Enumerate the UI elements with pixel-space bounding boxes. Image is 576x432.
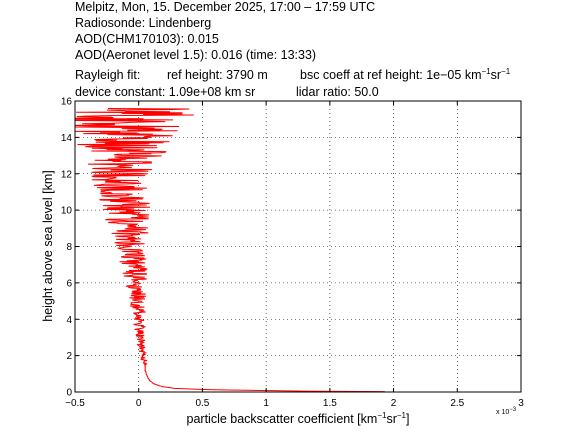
y-axis-label: height above sea level [km] bbox=[41, 170, 55, 321]
radiosonde-info: Radiosonde: Lindenberg bbox=[75, 16, 212, 30]
x-tick-label: 3 bbox=[518, 398, 524, 409]
y-tick-label: 12 bbox=[61, 169, 73, 180]
bsc-coeff-exp2: −1 bbox=[501, 67, 511, 76]
x-tick-label: 2 bbox=[391, 398, 397, 409]
lidar-ratio-info: lidar ratio: 50.0 bbox=[296, 85, 379, 99]
x-tick-label: 1 bbox=[263, 398, 269, 409]
device-constant-info: device constant: 1.09e+08 km sr bbox=[75, 85, 256, 99]
bsc-coeff-prefix: bsc coeff at ref height: 1e−05 km bbox=[300, 68, 482, 82]
x-multiplier-label: x 10−3 bbox=[496, 407, 517, 416]
y-tick-label: 16 bbox=[61, 97, 73, 108]
bsc-coeff-mid: sr bbox=[490, 68, 502, 82]
rayleigh-fit-label: Rayleigh fit: bbox=[75, 68, 141, 82]
x-tick-label: −0.5 bbox=[65, 398, 85, 409]
x-multiplier-exp: −3 bbox=[509, 407, 517, 413]
x-axis-label-exp1: −1 bbox=[377, 411, 387, 420]
y-tick-label: 8 bbox=[66, 242, 72, 253]
x-axis-label-text: particle backscatter coefficient [km bbox=[187, 412, 378, 426]
x-axis-label-exp2: −1 bbox=[397, 411, 407, 420]
aod-aeronet-info: AOD(Aeronet level 1.5): 0.016 (time: 13:… bbox=[75, 48, 317, 62]
x-tick-label: 1.5 bbox=[323, 398, 337, 409]
tick-layer bbox=[74, 100, 522, 393]
y-tick-label: 6 bbox=[66, 278, 72, 289]
y-tick-label: 10 bbox=[61, 206, 73, 217]
chart-title-location-date: Melpitz, Mon, 15. December 2025, 17:00 –… bbox=[75, 0, 376, 14]
x-tick-label: 0.5 bbox=[195, 398, 209, 409]
backscatter-profile-line bbox=[75, 108, 385, 392]
x-multiplier-text: x 10 bbox=[496, 409, 509, 416]
x-axis-label-mid: sr bbox=[386, 412, 396, 426]
data-layer bbox=[75, 108, 385, 392]
x-axis-label: particle backscatter coefficient [km−1sr… bbox=[187, 411, 410, 426]
aod-chm-info: AOD(CHM170103): 0.015 bbox=[75, 32, 219, 46]
x-tick-label: 0 bbox=[136, 398, 142, 409]
bsc-coeff-info: bsc coeff at ref height: 1e−05 km−1sr−1 bbox=[300, 67, 511, 83]
y-tick-label: 0 bbox=[66, 388, 72, 399]
y-tick-label: 14 bbox=[61, 133, 73, 144]
ref-height-info: ref height: 3790 m bbox=[167, 68, 268, 82]
bsc-coeff-exp1: −1 bbox=[481, 67, 491, 76]
x-tick-label: 2.5 bbox=[450, 398, 464, 409]
y-tick-label: 4 bbox=[66, 315, 72, 326]
x-axis-label-end: ] bbox=[406, 412, 409, 426]
y-tick-label: 2 bbox=[66, 351, 72, 362]
